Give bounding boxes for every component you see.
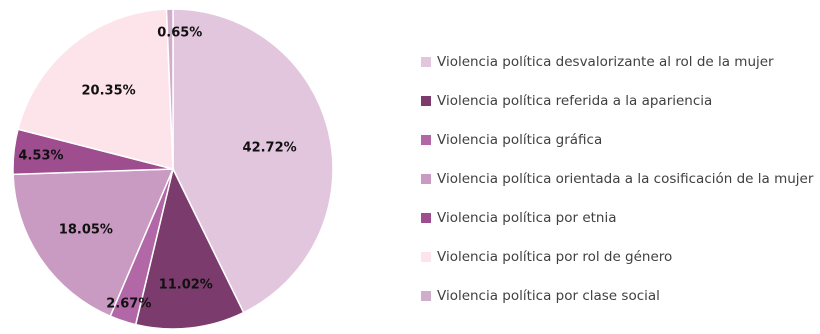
legend-label: Violencia política por clase social <box>437 287 660 304</box>
slice-percent-label: 0.65% <box>157 26 202 41</box>
legend-item: Violencia política por clase social <box>421 276 813 315</box>
slice-percent-label: 4.53% <box>18 149 63 164</box>
legend-swatch <box>421 95 431 106</box>
legend-swatch <box>421 290 431 301</box>
slice-percent-label: 18.05% <box>59 223 113 238</box>
legend-label: Violencia política orientada a la cosifi… <box>437 170 814 187</box>
legend-label: Violencia política referida a la aparien… <box>437 92 713 109</box>
pie-chart: 42.72% 11.02% 2.67% 18.05% 4.53% 20.35% 0.65% <box>12 8 334 330</box>
pie-slice <box>17 8 174 170</box>
slice-percent-label: 11.02% <box>159 277 213 292</box>
legend-swatch <box>421 134 431 145</box>
legend-swatch <box>421 251 431 262</box>
slice-labels: 42.72% 11.02% 2.67% 18.05% 4.53% 20.35% 0.65% <box>18 26 296 312</box>
slice-percent-label: 20.35% <box>82 83 136 98</box>
legend-swatch <box>421 173 431 184</box>
legend-item: Violencia política orientada a la cosifi… <box>421 159 813 198</box>
slice-percent-label: 42.72% <box>243 141 297 156</box>
legend-item: Violencia política por rol de género <box>421 237 813 276</box>
legend-label: Violencia política desvalorizante al rol… <box>437 53 774 70</box>
legend-swatch <box>421 56 431 67</box>
legend-label: Violencia política gráfica <box>437 131 603 148</box>
legend-item: Violencia política por etnia <box>421 198 813 237</box>
pie-slice <box>165 8 174 170</box>
legend-swatch <box>421 212 431 223</box>
pie-slice <box>134 166 245 330</box>
pie-slices <box>12 8 334 330</box>
legend-item: Violencia política gráfica <box>421 120 813 159</box>
legend: Violencia política desvalorizante al rol… <box>421 42 813 315</box>
slice-percent-label: 2.67% <box>106 297 151 312</box>
pie-slice <box>172 8 334 314</box>
legend-item: Violencia política referida a la aparien… <box>421 81 813 120</box>
legend-label: Violencia política por etnia <box>437 209 617 226</box>
legend-label: Violencia política por rol de género <box>437 248 673 265</box>
legend-item: Violencia política desvalorizante al rol… <box>421 42 813 81</box>
pie-slice <box>12 168 175 318</box>
